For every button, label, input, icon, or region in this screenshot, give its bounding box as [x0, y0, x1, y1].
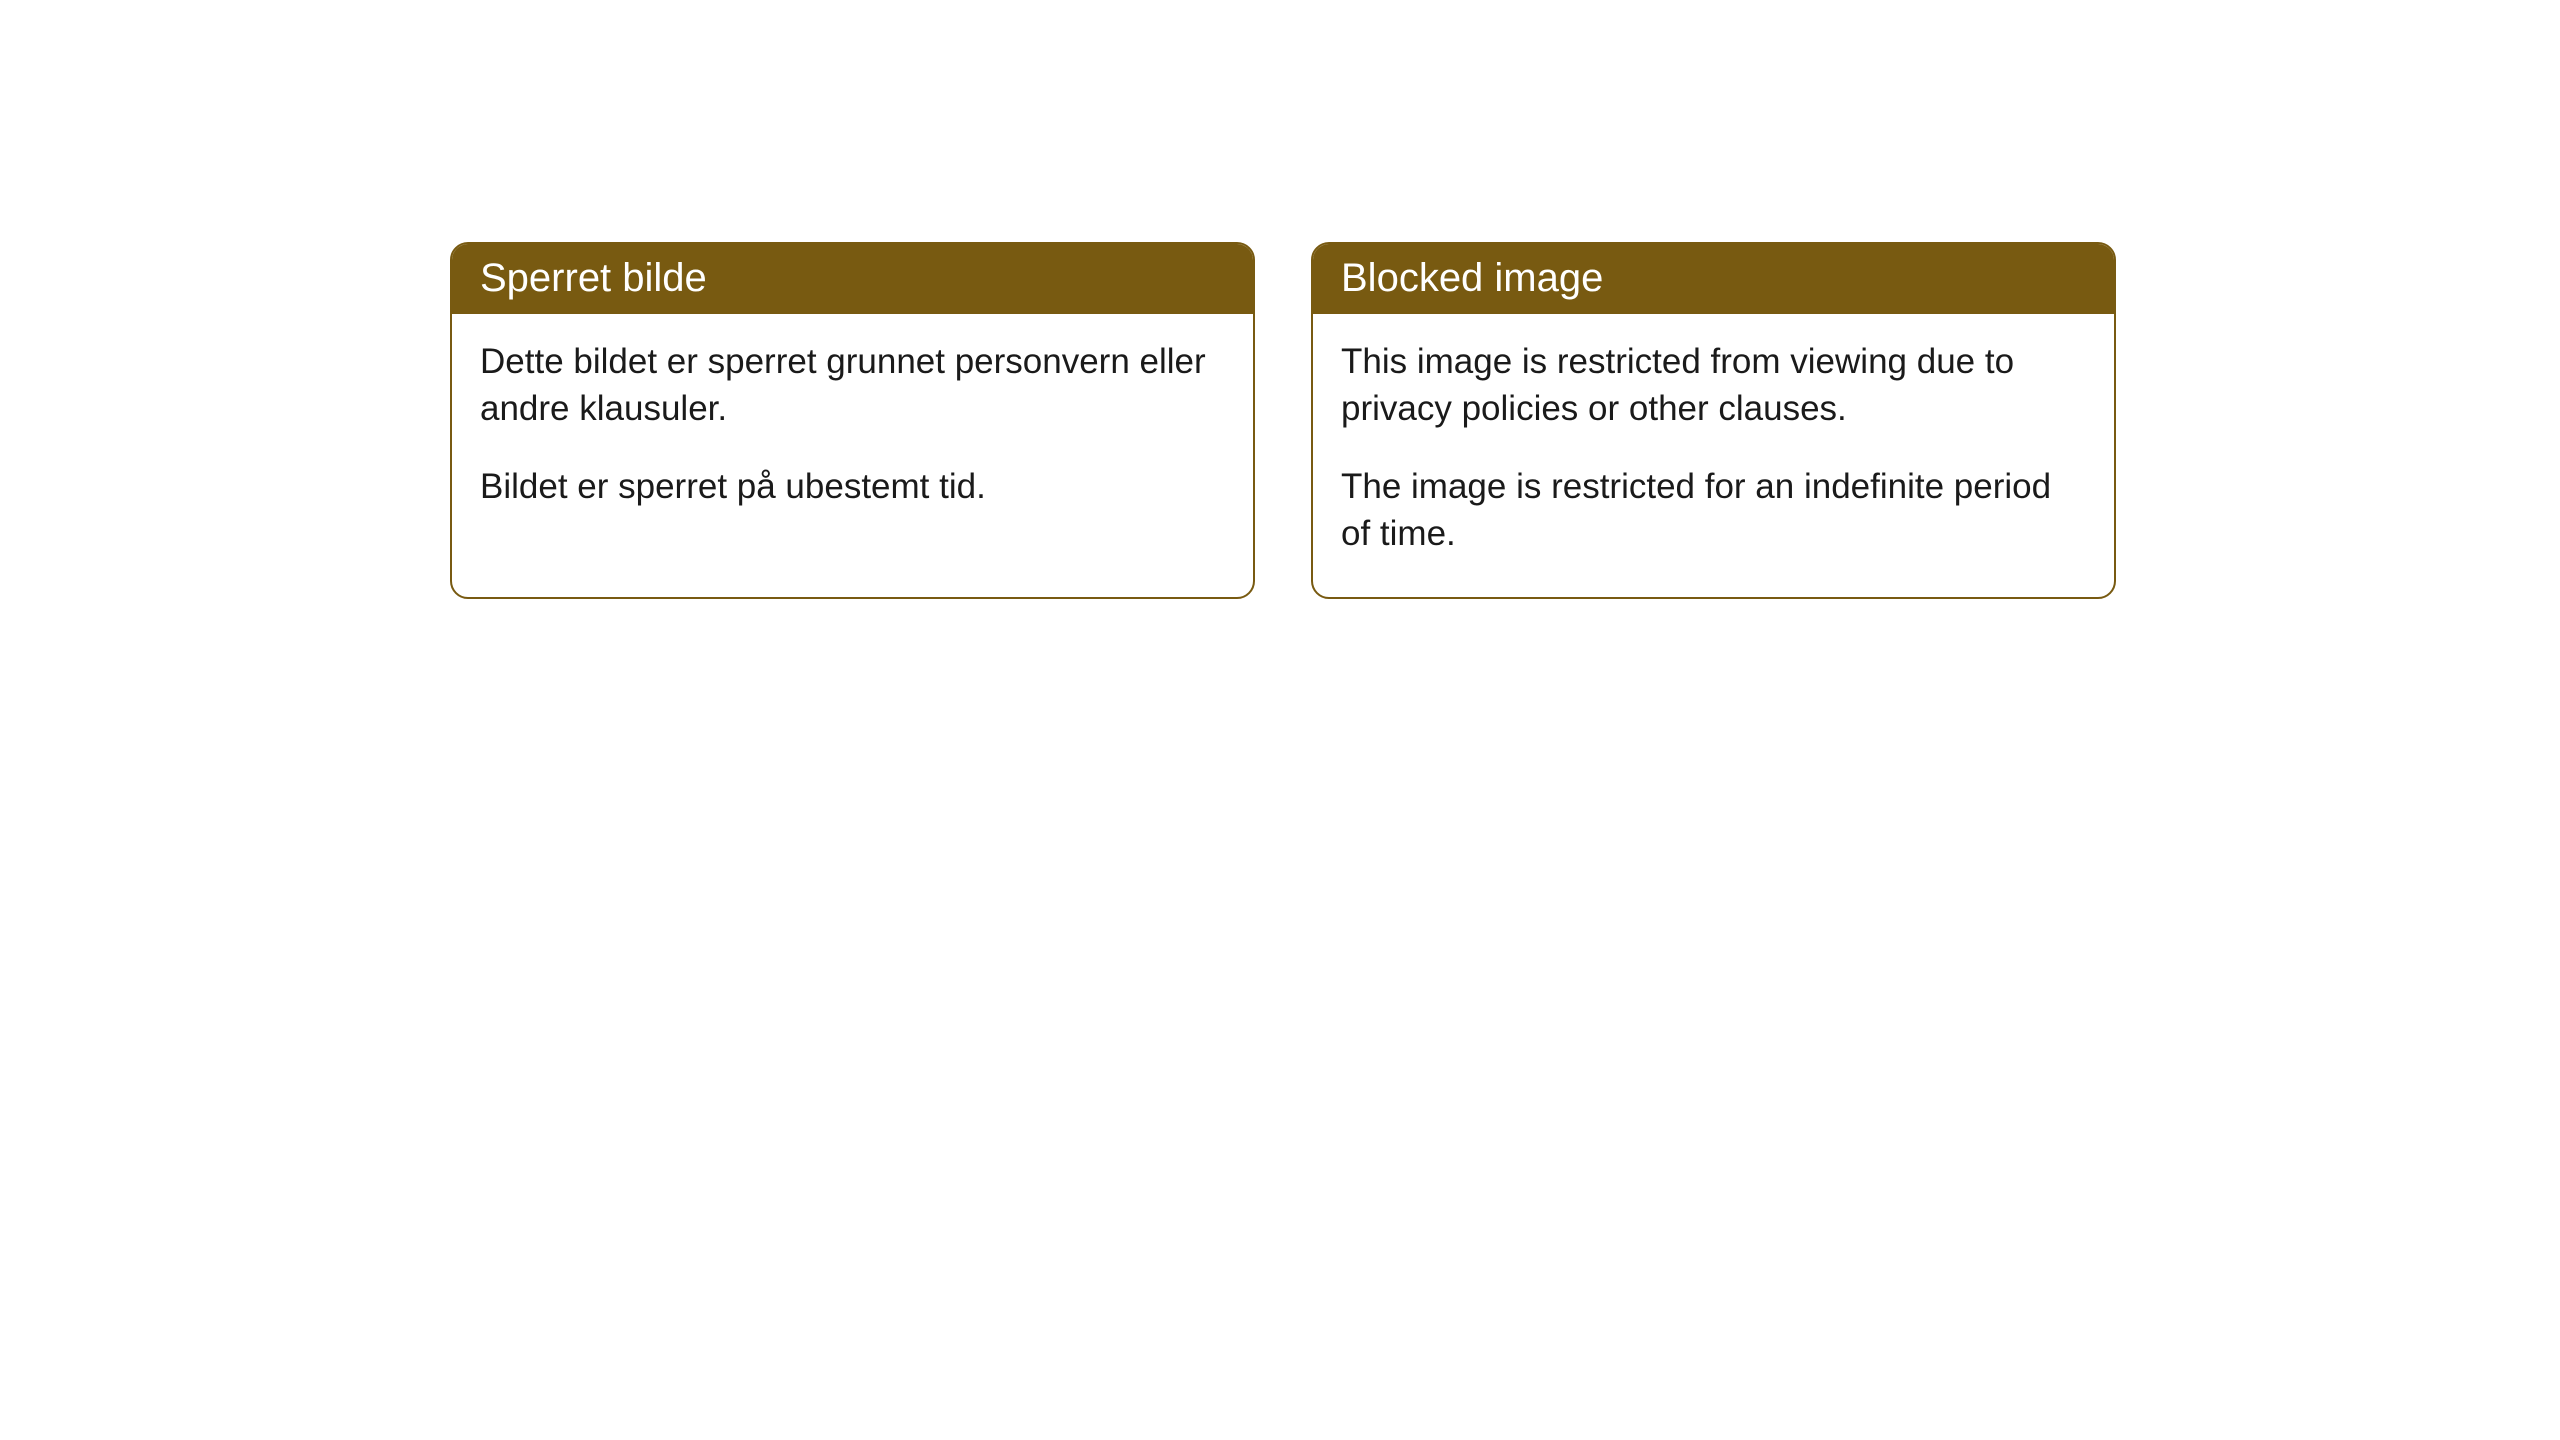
card-paragraph-2: The image is restricted for an indefinit… [1341, 463, 2086, 558]
card-paragraph-1: This image is restricted from viewing du… [1341, 338, 2086, 433]
blocked-image-card-norwegian: Sperret bilde Dette bildet er sperret gr… [450, 242, 1255, 599]
card-body-norwegian: Dette bildet er sperret grunnet personve… [452, 314, 1253, 550]
card-header-norwegian: Sperret bilde [452, 244, 1253, 314]
card-paragraph-1: Dette bildet er sperret grunnet personve… [480, 338, 1225, 433]
card-body-english: This image is restricted from viewing du… [1313, 314, 2114, 597]
blocked-image-card-english: Blocked image This image is restricted f… [1311, 242, 2116, 599]
card-header-english: Blocked image [1313, 244, 2114, 314]
cards-container: Sperret bilde Dette bildet er sperret gr… [0, 0, 2560, 599]
card-paragraph-2: Bildet er sperret på ubestemt tid. [480, 463, 1225, 510]
